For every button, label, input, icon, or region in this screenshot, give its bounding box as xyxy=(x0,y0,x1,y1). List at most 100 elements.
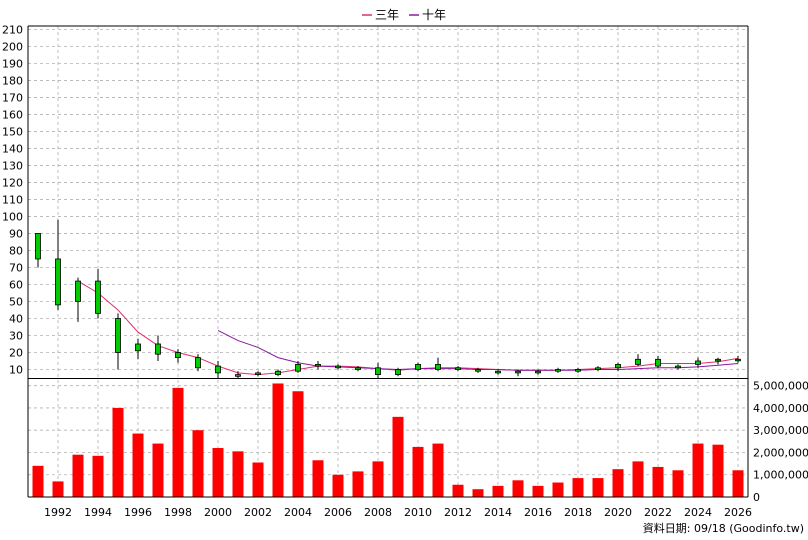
price-y-tick-label: 170 xyxy=(2,91,23,104)
x-tick-label: 2006 xyxy=(324,506,352,519)
x-tick-label: 2024 xyxy=(684,506,712,519)
volume-bar xyxy=(452,484,464,497)
volume-bar xyxy=(192,430,204,497)
candle-body xyxy=(275,370,281,375)
volume-bar xyxy=(652,466,664,497)
volume-bar xyxy=(132,433,144,497)
candle-body xyxy=(375,367,381,375)
x-tick-label: 2022 xyxy=(644,506,672,519)
candle-body xyxy=(195,357,201,369)
legend: 三年 十年 xyxy=(362,8,446,22)
candle-body xyxy=(715,358,721,362)
volume-bar xyxy=(612,469,624,497)
price-y-tick-label: 100 xyxy=(2,210,23,223)
volume-y-tick-label: 3,000,000 xyxy=(753,424,808,437)
candle-body xyxy=(455,367,461,370)
candle-body xyxy=(115,318,121,353)
x-tick-label: 2016 xyxy=(524,506,552,519)
x-tick-label: 2012 xyxy=(444,506,472,519)
volume-bar xyxy=(472,489,484,497)
candle-body xyxy=(295,363,301,372)
candle-body xyxy=(555,369,561,372)
price-y-tick-label: 80 xyxy=(9,244,23,257)
volume-bar xyxy=(572,478,584,497)
candle-body xyxy=(635,358,641,365)
x-tick-label: 2020 xyxy=(604,506,632,519)
candle-body xyxy=(75,280,81,302)
volume-bars xyxy=(32,383,744,497)
candle-body xyxy=(315,363,321,367)
x-tick-label: 1996 xyxy=(124,506,152,519)
volume-bar xyxy=(332,474,344,497)
volume-bar xyxy=(312,460,324,497)
price-y-tick-label: 190 xyxy=(2,57,23,70)
candle-body xyxy=(215,365,221,374)
price-y-tick-label: 140 xyxy=(2,142,23,155)
volume-bar xyxy=(152,443,164,497)
volume-bar xyxy=(672,470,684,497)
price-y-tick-label: 20 xyxy=(9,346,23,359)
candle-body xyxy=(495,370,501,374)
candle-body xyxy=(135,343,141,352)
volume-bar xyxy=(692,443,704,497)
price-y-tick-label: 130 xyxy=(2,159,23,172)
x-tick-label: 2004 xyxy=(284,506,312,519)
candle-body xyxy=(575,369,581,372)
x-tick-label: 2002 xyxy=(244,506,272,519)
volume-bar xyxy=(552,482,564,497)
volume-bar xyxy=(412,446,424,497)
price-y-tick-label: 70 xyxy=(9,261,23,274)
volume-bar xyxy=(352,471,364,497)
volume-bar xyxy=(392,416,404,497)
price-y-tick-label: 210 xyxy=(2,23,23,36)
candle-body xyxy=(335,365,341,369)
x-tick-label: 1998 xyxy=(164,506,192,519)
volume-y-tick-label: 4,000,000 xyxy=(753,402,808,415)
x-tick-label: 2014 xyxy=(484,506,512,519)
volume-bar xyxy=(172,387,184,497)
candle-body xyxy=(695,360,701,365)
x-axis-ticks: 1992 1994 1996 1998 2000 2002 2004 2006 2008 2010… xyxy=(44,506,752,519)
price-gridlines xyxy=(28,26,748,497)
volume-bar xyxy=(372,461,384,497)
candle-body xyxy=(235,374,241,377)
volume-bar xyxy=(112,407,124,497)
axes xyxy=(27,25,749,498)
x-tick-label: 1994 xyxy=(84,506,112,519)
price-y-tick-label: 10 xyxy=(9,363,23,376)
volume-y-tick-label: 1,000,000 xyxy=(753,469,808,482)
price-y-tick-label: 120 xyxy=(2,176,23,189)
candle-body xyxy=(435,363,441,370)
candle-body xyxy=(615,363,621,369)
candle-body xyxy=(415,363,421,370)
volume-bar xyxy=(732,470,744,497)
candle-body xyxy=(475,369,481,372)
volume-y-tick-label: 5,000,000 xyxy=(753,380,808,393)
candle-body xyxy=(395,369,401,375)
x-tick-label: 2010 xyxy=(404,506,432,519)
volume-bar xyxy=(292,391,304,497)
candle-body xyxy=(175,352,181,358)
volume-bar xyxy=(72,454,84,497)
price-y-tick-label: 150 xyxy=(2,125,23,138)
candlesticks xyxy=(35,219,741,378)
volume-y-axis-ticks: 0 1,000,000 2,000,000 3,000,000 4,000,000 5,0… xyxy=(753,380,808,504)
volume-bar xyxy=(52,481,64,497)
legend-label-ten-year: 十年 xyxy=(422,8,446,22)
x-tick-label: 2008 xyxy=(364,506,392,519)
candle-body xyxy=(95,280,101,314)
legend-label-three-year: 三年 xyxy=(375,8,399,22)
candle-body xyxy=(155,343,161,355)
volume-bar xyxy=(532,485,544,497)
volume-bar xyxy=(92,455,104,497)
volume-bar xyxy=(512,480,524,497)
volume-bar xyxy=(232,451,244,497)
candle-body xyxy=(595,367,601,370)
candle-body xyxy=(535,370,541,374)
candle-body xyxy=(255,372,261,375)
x-tick-label: 2000 xyxy=(204,506,232,519)
x-tick-label: 2026 xyxy=(724,506,752,519)
volume-bar xyxy=(272,383,284,497)
volume-bar xyxy=(712,444,724,497)
